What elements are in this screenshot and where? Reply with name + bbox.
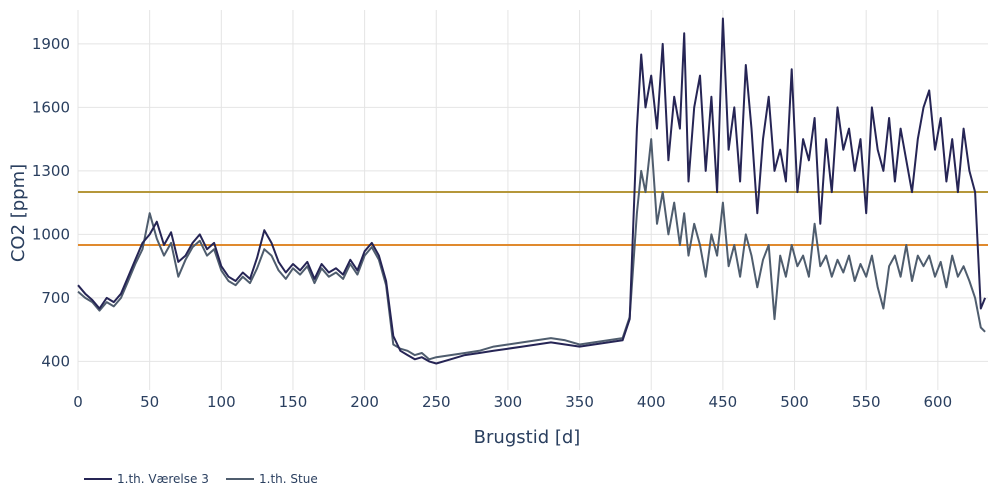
legend-item-vaerelse-3[interactable]: 1.th. Værelse 3: [84, 472, 209, 486]
x-axis-ticks: 0 50 100 150 200 250 300 350 400 450 500 550 600: [73, 393, 952, 411]
y-tick-label: 1000: [32, 225, 70, 243]
x-tick-label: 250: [422, 393, 451, 411]
x-tick-label: 300: [494, 393, 523, 411]
x-tick-label: 600: [924, 393, 953, 411]
x-axis-title: Brugstid [d]: [474, 427, 581, 448]
x-tick-label: 500: [780, 393, 809, 411]
x-tick-label: 100: [207, 393, 236, 411]
x-tick-label: 400: [637, 393, 666, 411]
series-line-0: [77, 17, 987, 365]
x-tick-label: 350: [565, 393, 594, 411]
y-tick-label: 400: [41, 352, 70, 370]
legend-label-stue: 1.th. Stue: [259, 472, 318, 486]
x-tick-label: 450: [709, 393, 738, 411]
series-lines: [77, 17, 987, 365]
x-tick-label: 150: [279, 393, 308, 411]
y-tick-label: 1900: [32, 35, 70, 53]
legend: 1.th. Værelse 3 1.th. Stue: [84, 472, 318, 486]
y-tick-label: 1600: [32, 98, 70, 116]
y-tick-label: 700: [41, 289, 70, 307]
x-tick-label: 200: [350, 393, 379, 411]
legend-label-vaerelse-3: 1.th. Værelse 3: [117, 472, 209, 486]
y-axis-ticks: 400 700 1000 1300 1600 1900: [32, 35, 70, 371]
x-tick-label: 50: [140, 393, 159, 411]
legend-item-stue[interactable]: 1.th. Stue: [226, 472, 318, 486]
x-tick-label: 0: [73, 393, 83, 411]
series-line-1: [77, 138, 986, 361]
grid: [77, 10, 988, 390]
threshold-lines: [78, 191, 988, 246]
x-tick-label: 550: [852, 393, 881, 411]
y-tick-label: 1300: [32, 162, 70, 180]
y-axis-title: CO2 [ppm]: [8, 164, 29, 262]
